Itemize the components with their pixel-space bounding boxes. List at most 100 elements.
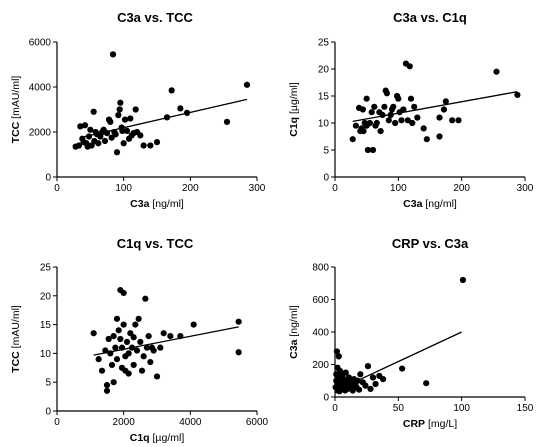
y-axis-label: C3a [ng/ml] xyxy=(288,305,300,359)
data-point xyxy=(352,122,359,129)
data-point xyxy=(120,321,127,328)
data-point xyxy=(87,126,94,133)
data-point xyxy=(442,98,449,105)
data-point xyxy=(112,131,119,138)
x-tick-label: 6000 xyxy=(246,417,269,428)
data-point xyxy=(88,142,95,149)
data-point xyxy=(335,353,342,360)
data-point xyxy=(98,367,106,374)
y-axis-label: TCC [mAU/ml] xyxy=(10,76,22,144)
x-tick-label: 0 xyxy=(54,183,60,194)
data-point xyxy=(369,374,377,381)
y-tick-label: 25 xyxy=(318,38,330,49)
data-point xyxy=(130,334,137,341)
y-axis-label-name: C3a xyxy=(288,339,300,358)
y-tick-label: 10 xyxy=(318,119,330,130)
data-point xyxy=(108,361,116,369)
data-point xyxy=(349,136,356,143)
x-axis-label-unit: [mg/L] xyxy=(425,418,457,430)
data-point xyxy=(369,146,377,154)
data-point xyxy=(407,95,415,102)
data-point xyxy=(135,315,142,322)
x-axis-label-unit: [µg/ml] xyxy=(150,432,185,444)
data-point xyxy=(120,140,127,147)
data-point xyxy=(95,356,102,363)
data-point xyxy=(367,385,374,392)
y-tick-label: 20 xyxy=(40,291,52,302)
data-point xyxy=(77,123,84,130)
chart-title: C1q vs. TCC xyxy=(117,236,194,251)
data-point xyxy=(357,371,364,378)
data-point xyxy=(455,117,462,124)
data-point xyxy=(423,380,430,387)
data-point xyxy=(336,367,344,375)
data-point xyxy=(399,365,406,372)
y-tick-label: 400 xyxy=(312,328,329,339)
data-point xyxy=(235,318,242,325)
data-point xyxy=(390,103,397,110)
data-point xyxy=(364,363,372,370)
data-point xyxy=(107,118,114,125)
regression-line xyxy=(80,98,248,139)
data-point xyxy=(380,376,387,383)
chart-title: C3a vs. C1q xyxy=(393,10,467,25)
y-axis-label-unit: [ng/ml] xyxy=(288,305,300,340)
data-point xyxy=(493,68,500,75)
data-point xyxy=(125,350,132,357)
data-point xyxy=(392,119,399,127)
x-axis-label-name: C1q xyxy=(130,432,150,444)
data-point xyxy=(345,374,353,381)
x-tick-label: 0 xyxy=(332,183,338,194)
data-point xyxy=(420,125,427,132)
x-axis-label: C1q [µg/ml] xyxy=(130,432,185,444)
chart-panel-2: C3a vs. C1q 0 100 200 300 0 5 10 15 20 25 C3a [ng/m… xyxy=(288,10,534,210)
data-point xyxy=(385,117,392,124)
x-axis-label: C3a [ng/ml] xyxy=(130,198,184,210)
y-axis-label-unit: [µg/ml] xyxy=(288,82,300,117)
data-point xyxy=(359,106,366,113)
x-tick-label: 300 xyxy=(517,183,534,194)
x-tick-label: 0 xyxy=(54,417,60,428)
chart-panel-3: C1q vs. TCC 0 2000 4000 6000 0 5 10 15 20 25 C1q [µ… xyxy=(10,236,269,444)
y-tick-label: 0 xyxy=(323,393,329,404)
x-tick-label: 100 xyxy=(453,403,470,414)
y-tick-label: 25 xyxy=(40,263,52,274)
data-point xyxy=(404,117,411,124)
data-point xyxy=(147,358,154,366)
y-tick-label: 5 xyxy=(323,146,329,157)
y-tick-label: 10 xyxy=(40,349,52,360)
data-point xyxy=(140,353,147,360)
data-point xyxy=(113,315,121,322)
data-point xyxy=(333,348,340,355)
data-point xyxy=(110,379,117,386)
data-point xyxy=(90,330,97,337)
data-point xyxy=(112,344,119,351)
x-axis-label-name: C3a xyxy=(130,198,149,210)
data-point xyxy=(160,330,167,337)
y-axis-label-name: TCC xyxy=(10,121,22,143)
data-point xyxy=(400,106,407,113)
data-point xyxy=(133,347,141,354)
y-axis-label: TCC [mAU/ml] xyxy=(10,305,22,373)
y-tick-label: 20 xyxy=(318,65,330,76)
data-point xyxy=(119,127,126,134)
y-axis-label-unit: [mAU/ml] xyxy=(10,305,22,351)
x-tick-label: 50 xyxy=(393,403,405,414)
chart-title: C3a vs. TCC xyxy=(117,10,193,25)
data-point xyxy=(137,132,144,139)
data-point xyxy=(360,128,367,135)
data-point xyxy=(459,276,467,284)
y-tick-label: 2000 xyxy=(29,128,52,139)
data-point xyxy=(514,91,521,99)
x-axis-label-name: CRP xyxy=(403,418,425,430)
data-point xyxy=(395,95,402,102)
y-tick-label: 6000 xyxy=(29,38,52,49)
data-point xyxy=(123,127,131,134)
data-point xyxy=(409,119,416,127)
data-point xyxy=(362,382,369,389)
data-point xyxy=(167,333,174,340)
data-point xyxy=(132,106,139,113)
data-point xyxy=(377,128,384,135)
x-axis-label: C3a [ng/ml] xyxy=(403,198,457,210)
data-point xyxy=(117,335,124,343)
